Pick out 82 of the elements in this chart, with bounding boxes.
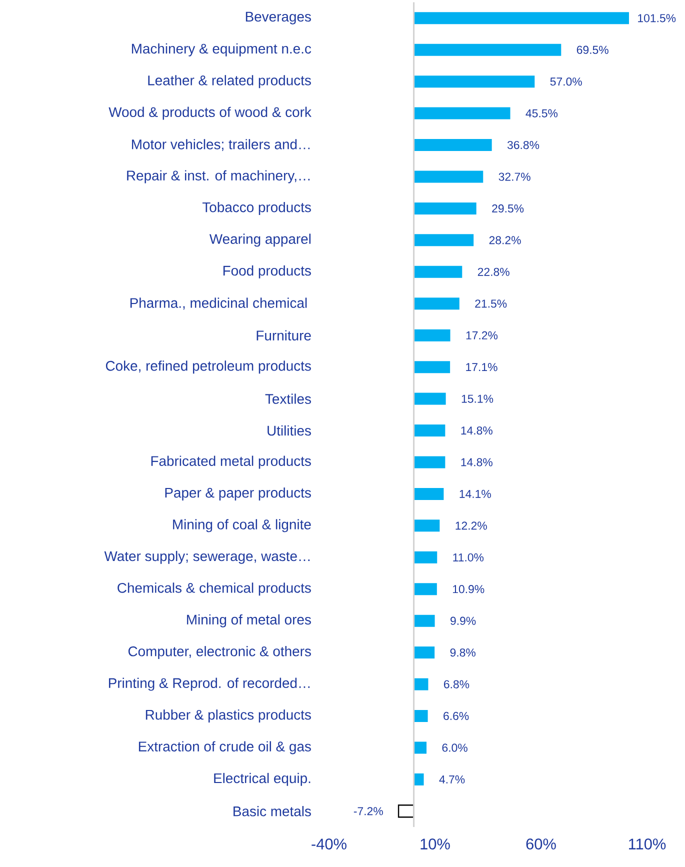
bar [414, 12, 629, 24]
y-tick-label: Tobacco products [202, 202, 311, 215]
x-tick-label: 110% [629, 838, 666, 850]
y-tick-label: Electrical equip. [214, 772, 310, 786]
data-label: 10.9% [452, 585, 484, 594]
data-label: 12.2% [456, 522, 487, 530]
y-tick-label: Food products [223, 265, 311, 278]
y-tick-label: Computer, electronic & others [128, 646, 311, 660]
bar [414, 583, 437, 596]
bar [414, 44, 562, 56]
data-label: 14.8% [461, 426, 492, 435]
data-label: 101.5% [638, 14, 676, 22]
data-label: 15.1% [462, 394, 494, 403]
y-tick-label: Chemicals & chemical products [118, 582, 311, 596]
bar [414, 234, 474, 246]
x-tick-label: 60% [526, 838, 556, 850]
bar [414, 266, 462, 278]
bar [414, 298, 460, 310]
bar [414, 424, 446, 437]
y-tick-label: Wearing apparel [209, 234, 311, 247]
data-label: 9.8% [450, 648, 476, 657]
x-tick-label: -40% [312, 838, 346, 850]
y-tick-label: Furniture [256, 330, 311, 340]
data-label: 9.9% [450, 616, 476, 625]
bar [414, 773, 424, 786]
data-label: 21.5% [475, 300, 507, 308]
data-label: 6.0% [442, 744, 468, 752]
bar [414, 710, 428, 722]
data-label: 57.0% [550, 78, 582, 86]
y-tick-label: Paper & paper products [165, 487, 311, 500]
data-label: 22.8% [478, 268, 510, 276]
bar [414, 646, 435, 659]
y-tick-label: Machinery & equipment n.e.c [132, 43, 312, 56]
data-label: 69.5% [576, 46, 608, 54]
bar [414, 361, 450, 374]
data-label: 14.8% [461, 458, 492, 466]
bar [414, 392, 446, 405]
bar [398, 804, 414, 818]
data-label: 32.7% [498, 172, 530, 181]
y-tick-label: Motor vehicles; trailers and… [132, 139, 310, 151]
y-tick-label: Wood & products of wood & cork [108, 106, 312, 120]
bar [414, 742, 427, 754]
x-tick-label: 10% [420, 838, 450, 850]
data-label: 29.5% [492, 204, 524, 213]
data-label: 36.8% [507, 140, 540, 150]
bar [414, 488, 444, 500]
bar [414, 170, 484, 183]
bar [414, 456, 446, 468]
y-tick-label: Fabricated metal products [151, 456, 311, 469]
data-label: 28.2% [489, 236, 521, 244]
bar [414, 329, 450, 342]
bar [414, 76, 535, 88]
y-tick-label: Rubber & plastics products [146, 709, 311, 722]
y-tick-label: Leather & related products [148, 75, 311, 88]
y-tick-label: Basic metals [234, 806, 311, 816]
y-tick-label: Utilities [268, 425, 311, 436]
data-label: 11.0% [453, 553, 484, 562]
bar [414, 520, 440, 532]
y-tick-label: Pharma., medicinal chemical [130, 298, 307, 310]
data-label: 6.6% [444, 712, 469, 720]
data-label: 14.1% [460, 490, 491, 498]
data-label: 4.7% [439, 775, 465, 784]
y-tick-label: Repair & inst. of machinery,… [127, 170, 310, 184]
y-tick-label: Water supply; sewerage, waste… [104, 550, 310, 564]
y-tick-label: Mining of metal ores [187, 614, 311, 628]
bar [414, 678, 428, 690]
bar [414, 107, 510, 120]
bar [414, 614, 435, 627]
bar [414, 551, 438, 564]
data-label: 17.1% [466, 363, 498, 372]
data-label: 45.5% [526, 109, 558, 118]
y-tick-label: Coke, refined petroleum products [106, 360, 311, 374]
data-label: 17.2% [466, 331, 498, 340]
y-tick-label: Mining of coal & lignite [173, 519, 311, 532]
data-label: 6.8% [444, 680, 470, 688]
bar [414, 139, 492, 152]
y-tick-label: Extraction of crude oil & gas [138, 741, 311, 754]
y-tick-label: Beverages [246, 12, 311, 24]
y-tick-label: Printing & Reprod. of recorded… [108, 678, 310, 691]
y-tick-label: Textiles [265, 394, 311, 404]
data-label: -7.2% [354, 807, 383, 816]
bar [414, 202, 476, 214]
